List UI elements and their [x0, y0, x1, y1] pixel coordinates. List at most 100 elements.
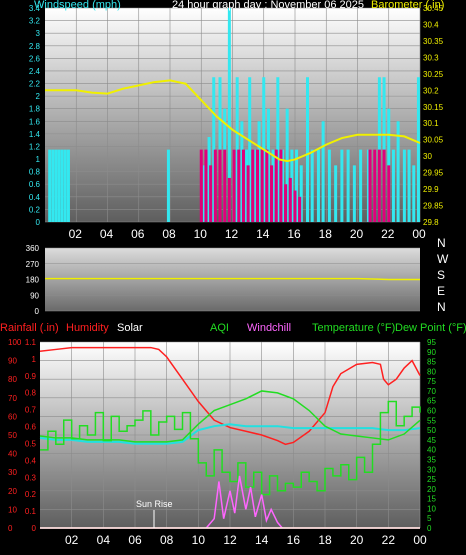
humidity-tick-label: 100 — [8, 338, 22, 347]
baro-tick-label: 29.8 — [423, 218, 439, 227]
avg-wind-bar — [260, 149, 264, 222]
wind-axis-label: Windspeed (mph) — [34, 0, 121, 11]
wind-tick-label: 1.6 — [29, 117, 41, 126]
hour-tick-label: 00 — [412, 227, 426, 241]
humidity-tick-label: 70 — [8, 394, 17, 403]
avg-wind-bar — [288, 177, 292, 222]
temp-tick-label: 40 — [427, 446, 436, 455]
baro-tick-label: 30.15 — [423, 103, 444, 112]
gust-bar — [227, 8, 231, 222]
gust-bar — [316, 149, 320, 222]
compass-label: W — [437, 252, 449, 266]
avg-wind-bar — [213, 149, 217, 222]
humidity-tick-label: 20 — [8, 487, 17, 496]
avg-wind-bar — [298, 196, 302, 222]
direction-tick-label: 360 — [26, 244, 40, 253]
gust-bar — [57, 149, 61, 222]
wind-tick-label: 1.4 — [29, 130, 41, 139]
baro-tick-label: 29.95 — [423, 169, 444, 178]
rain-tick-label: 1.1 — [25, 338, 37, 347]
legend-item: Dew Point (°F) — [395, 322, 466, 334]
wind-tick-label: 0.4 — [29, 193, 41, 202]
humidity-tick-label: 10 — [8, 505, 17, 514]
wind-tick-label: 2.4 — [29, 67, 41, 76]
legend-item: Temperature (°F) — [312, 322, 395, 334]
avg-wind-bar — [279, 149, 283, 222]
gust-bar — [290, 149, 294, 222]
temp-tick-label: 90 — [427, 348, 436, 357]
gust-bar — [321, 121, 325, 222]
temp-tick-label: 80 — [427, 367, 436, 376]
temp-tick-label: 30 — [427, 465, 436, 474]
gust-bar — [48, 149, 52, 222]
wind-grid — [45, 7, 421, 223]
compass-label: N — [437, 236, 446, 250]
rain-tick-label: 0.5 — [25, 439, 37, 448]
wind-tick-label: 2.8 — [29, 42, 41, 51]
gust-bar — [281, 149, 284, 222]
avg-wind-bar — [241, 149, 245, 222]
wind-baro-panel: 0 0.2 0.4 0.6 0.8 1 1.2 1.4 1.6 1.8 2 2.2 2.4 2.6 2.8 3… — [29, 0, 444, 241]
temp-tick-label: 5 — [427, 514, 432, 523]
gust-bar — [257, 121, 261, 222]
gust-bar — [346, 149, 350, 222]
avg-wind-bar — [256, 149, 259, 222]
hour-tick-label: 06 — [128, 533, 142, 547]
gust-bar — [54, 149, 58, 222]
windchill-line — [205, 475, 283, 529]
wind-tick-label: 1.2 — [29, 142, 41, 151]
avg-wind-bar — [218, 149, 222, 222]
gust-bar — [402, 149, 406, 222]
hour-tick-label: 14 — [255, 533, 269, 547]
temp-tick-label: 20 — [427, 485, 436, 494]
rain-y-ticks: 0 0.1 0.2 0.3 0.4 0.5 0.6 0.7 0.8 0.9 1 1.1 — [25, 338, 37, 533]
hour-tick-label: 02 — [65, 533, 79, 547]
legend-item: AQI — [210, 322, 229, 334]
hour-tick-label: 18 — [319, 227, 333, 241]
gust-bar — [310, 149, 314, 222]
gust-bar — [63, 149, 67, 222]
hour-tick-label: 10 — [192, 533, 206, 547]
gust-bar — [207, 137, 211, 222]
temp-tick-label: 85 — [427, 358, 436, 367]
direction-y-ticks: 0 90 180 270 360 — [26, 244, 40, 316]
gust-bar — [248, 77, 252, 222]
rain-tick-label: 0.1 — [25, 507, 37, 516]
wind-tick-label: 3.4 — [29, 4, 41, 13]
temp-tick-label: 65 — [427, 397, 436, 406]
avg-wind-bar — [284, 184, 288, 222]
avg-wind-bar — [209, 165, 213, 222]
avg-wind-bar — [237, 149, 241, 222]
hour-tick-label: 08 — [160, 533, 174, 547]
wind-tick-label: 0.6 — [29, 180, 41, 189]
baro-tick-label: 29.9 — [423, 185, 439, 194]
temp-humidity-panel: Sun Rise 0 0.1 0.2 0.3 0.4 0.5 0.6 0.7 0.8 0.9 1 1.… — [0, 322, 466, 547]
gust-bar — [412, 165, 416, 222]
avg-wind-bars — [199, 149, 391, 222]
legend-item: Solar — [117, 322, 143, 334]
temp-legend: Rainfall (.in) Humidity Solar AQI Windchill T… — [0, 322, 466, 334]
temp-tick-label: 0 — [427, 524, 432, 533]
temp-tick-label: 35 — [427, 455, 436, 464]
gust-bar — [271, 149, 275, 222]
gust-bar — [299, 165, 303, 222]
wind-tick-label: 1.8 — [29, 105, 41, 114]
gust-bar — [285, 108, 289, 222]
gust-bar — [352, 165, 356, 222]
hour-tick-label: 16 — [287, 227, 301, 241]
hour-tick-label: 12 — [223, 533, 237, 547]
humidity-y-ticks: 0 10 20 30 40 50 60 70 80 90 100 — [8, 338, 22, 533]
baro-tick-label: 30.1 — [423, 119, 439, 128]
humidity-tick-label: 30 — [8, 468, 17, 477]
baro-tick-label: 30 — [423, 152, 432, 161]
baro-tick-label: 30.2 — [423, 86, 439, 95]
wind-tick-label: 2.6 — [29, 54, 41, 63]
gust-bar — [359, 149, 363, 222]
hour-tick-label: 16 — [287, 533, 301, 547]
temp-tick-label: 25 — [427, 475, 436, 484]
avg-wind-bar — [232, 149, 236, 222]
hour-tick-label: 20 — [350, 533, 364, 547]
